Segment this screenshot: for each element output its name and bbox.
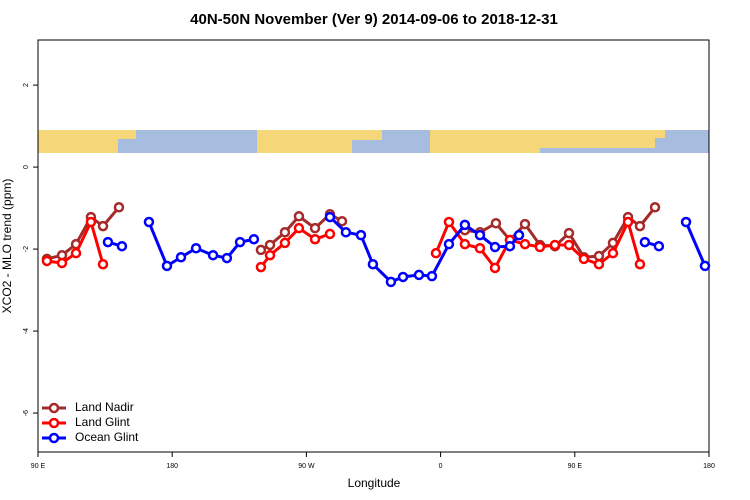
point bbox=[622, 216, 634, 228]
point bbox=[255, 244, 267, 256]
legend-label: Ocean Glint bbox=[75, 430, 139, 444]
point bbox=[41, 255, 53, 267]
point bbox=[653, 240, 665, 252]
x-tick-label: 90 E bbox=[568, 463, 583, 470]
x-axis-label: Longitude bbox=[348, 476, 401, 490]
point bbox=[413, 269, 425, 281]
x-tick-label: 180 bbox=[703, 463, 715, 470]
point bbox=[519, 238, 531, 250]
point bbox=[578, 253, 590, 265]
point bbox=[563, 239, 575, 251]
y-tick-label: -6 bbox=[23, 410, 30, 416]
legend-marker bbox=[48, 402, 60, 414]
point bbox=[699, 260, 711, 272]
point bbox=[309, 222, 321, 234]
point bbox=[56, 257, 68, 269]
y-tick-label: -2 bbox=[23, 246, 30, 252]
point bbox=[489, 262, 501, 274]
point bbox=[607, 247, 619, 259]
point bbox=[649, 202, 661, 213]
point bbox=[549, 239, 561, 251]
point bbox=[504, 240, 516, 252]
point bbox=[324, 211, 336, 223]
point bbox=[190, 243, 202, 254]
series-line bbox=[684, 221, 707, 267]
point bbox=[355, 229, 367, 241]
point bbox=[634, 220, 646, 232]
point bbox=[113, 202, 125, 213]
map-strip bbox=[38, 130, 709, 153]
legend-label: Land Glint bbox=[75, 415, 130, 429]
point bbox=[367, 258, 379, 270]
x-tick-label: 180 bbox=[166, 463, 178, 470]
point bbox=[293, 222, 305, 234]
point bbox=[426, 270, 438, 282]
point bbox=[340, 227, 352, 238]
point bbox=[85, 216, 97, 228]
point bbox=[680, 216, 692, 228]
point bbox=[459, 238, 471, 250]
y-tick-label: 2 bbox=[23, 83, 30, 87]
point bbox=[563, 227, 575, 239]
point bbox=[519, 218, 531, 230]
point bbox=[474, 229, 486, 241]
point bbox=[430, 247, 442, 259]
point bbox=[634, 258, 646, 270]
point bbox=[443, 216, 455, 228]
x-tick-label: 90 W bbox=[298, 463, 315, 470]
point bbox=[221, 252, 233, 264]
point bbox=[143, 216, 155, 228]
y-tick-label: 0 bbox=[23, 165, 30, 169]
point bbox=[264, 249, 276, 261]
point bbox=[593, 250, 605, 262]
point bbox=[116, 240, 128, 252]
series-line bbox=[46, 206, 121, 261]
point bbox=[97, 258, 109, 270]
point bbox=[513, 229, 525, 241]
point bbox=[175, 252, 187, 263]
x-tick-label: 0 bbox=[439, 463, 443, 470]
point bbox=[490, 217, 502, 229]
legend-label: Land Nadir bbox=[75, 400, 134, 414]
legend-marker bbox=[48, 432, 60, 444]
plot-frame bbox=[37, 39, 710, 453]
x-tick-label: 90 E bbox=[31, 463, 46, 470]
point bbox=[459, 219, 471, 231]
point bbox=[489, 241, 501, 253]
point bbox=[97, 220, 109, 232]
y-tick-label: -4 bbox=[23, 328, 30, 334]
point bbox=[70, 247, 82, 259]
point bbox=[248, 233, 260, 245]
point bbox=[474, 243, 486, 254]
legend-marker bbox=[48, 417, 60, 429]
point bbox=[255, 261, 267, 273]
point bbox=[385, 276, 397, 288]
y-axis-label: XCO2 - MLO trend (ppm) bbox=[0, 179, 14, 314]
point bbox=[639, 236, 651, 248]
point bbox=[279, 237, 291, 249]
chart-title: 40N-50N November (Ver 9) 2014-09-06 to 2… bbox=[190, 11, 558, 28]
point bbox=[234, 236, 246, 248]
point bbox=[279, 227, 291, 238]
point bbox=[161, 260, 173, 272]
point bbox=[534, 241, 546, 253]
point bbox=[293, 211, 305, 222]
point bbox=[324, 228, 336, 240]
point bbox=[397, 271, 409, 283]
point bbox=[336, 215, 348, 227]
point bbox=[593, 258, 605, 270]
point bbox=[102, 236, 114, 248]
point bbox=[309, 233, 321, 245]
point bbox=[264, 239, 276, 251]
point bbox=[443, 238, 455, 250]
point bbox=[207, 249, 219, 261]
